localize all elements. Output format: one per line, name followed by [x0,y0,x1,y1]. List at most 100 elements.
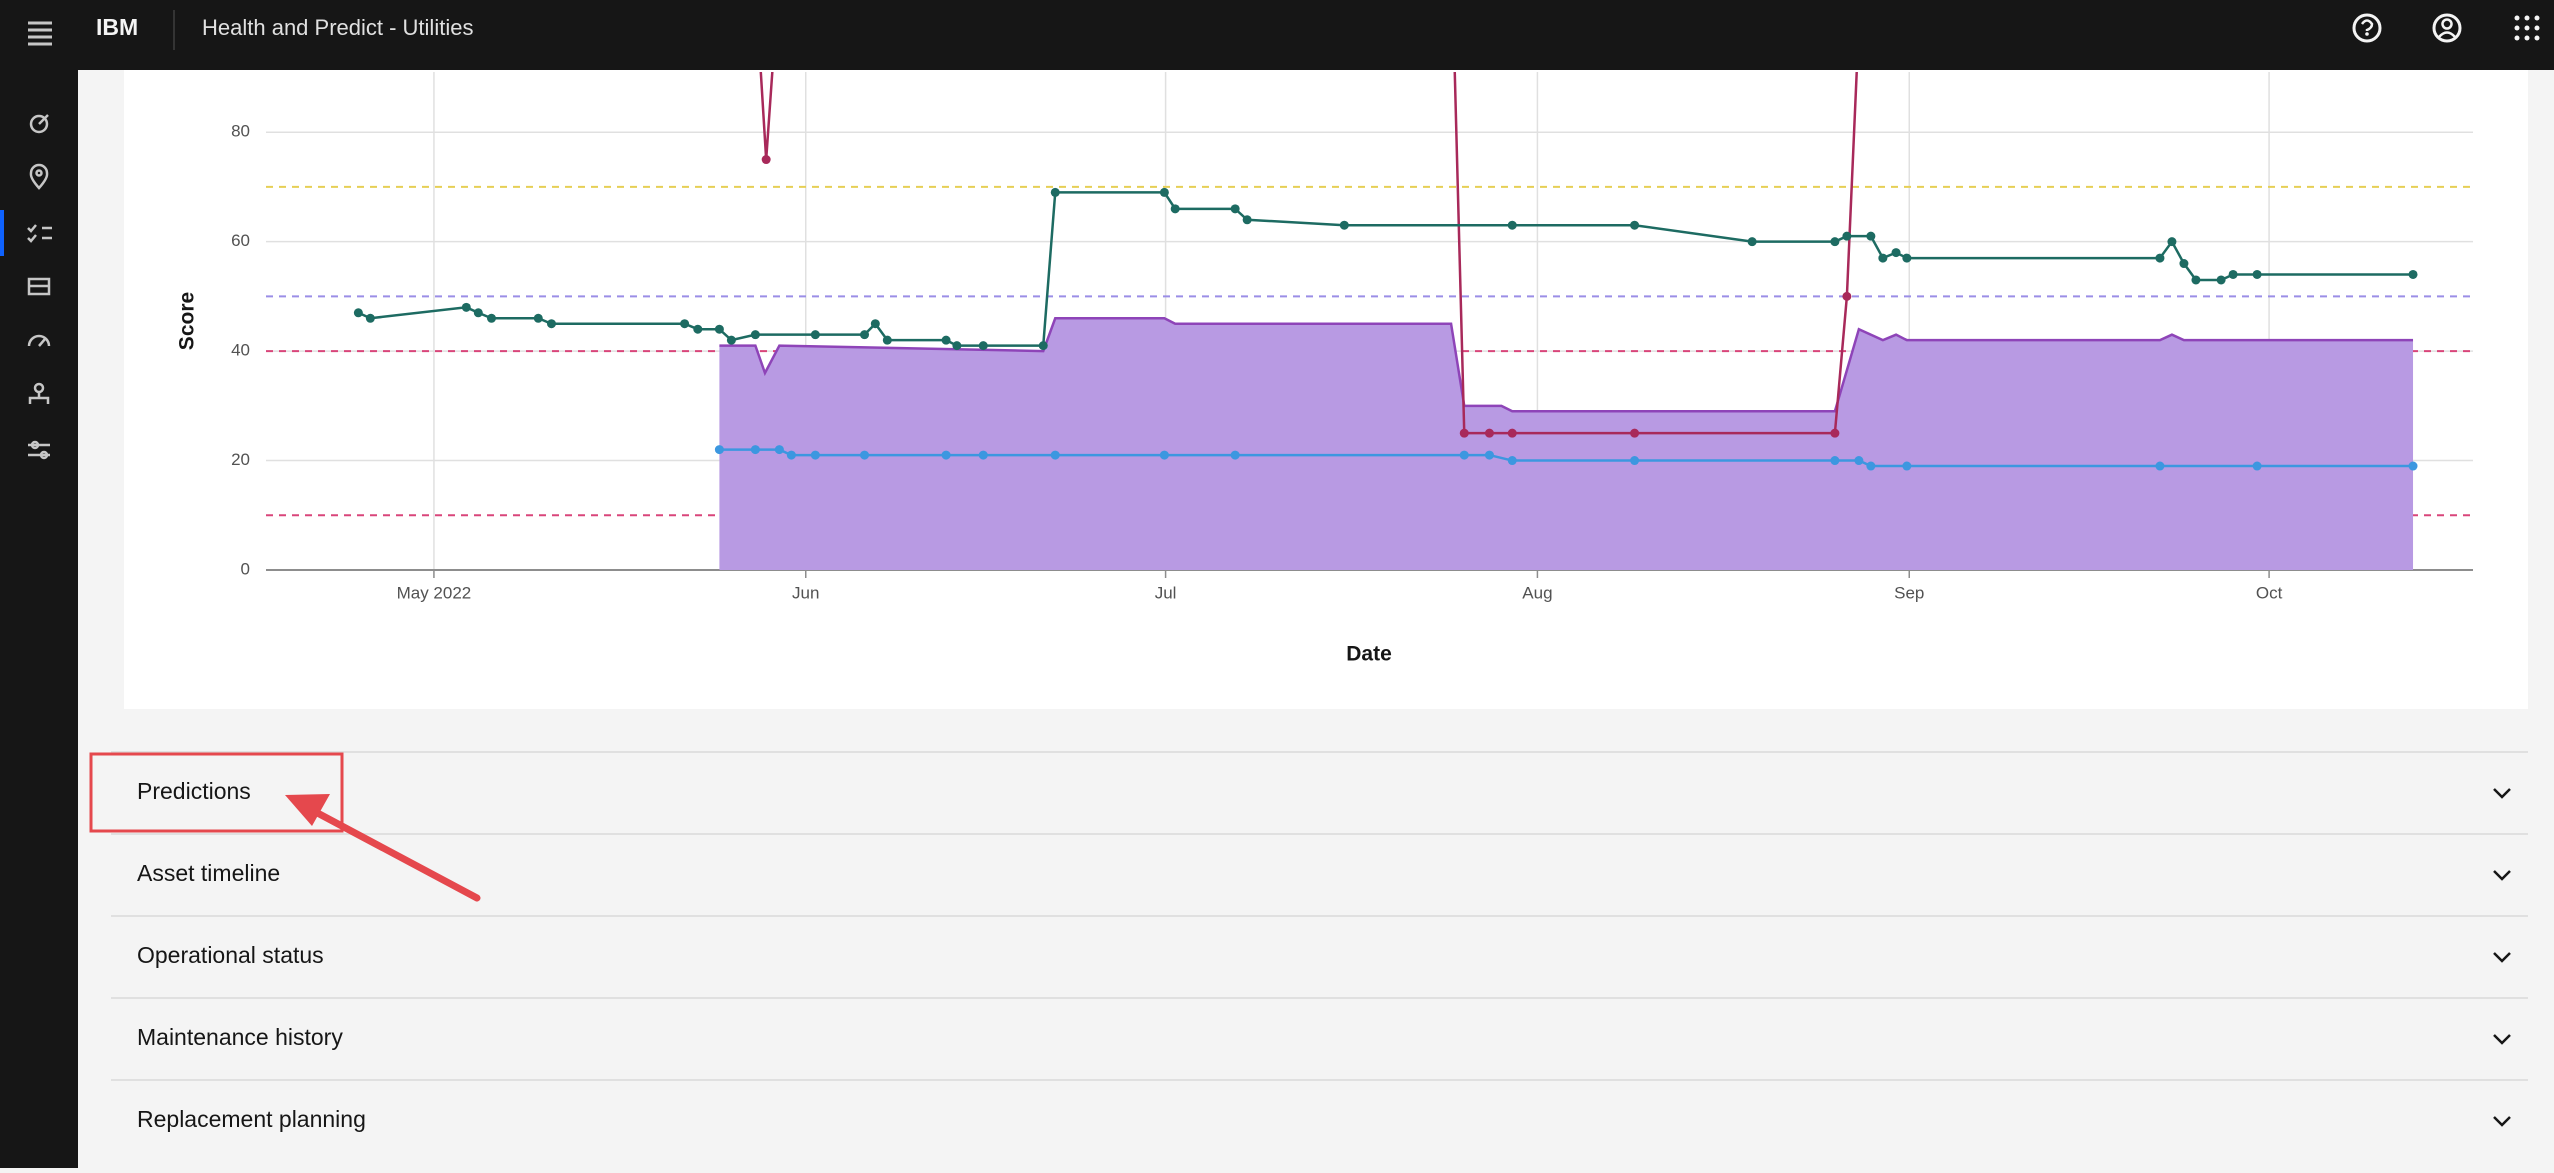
point [353,308,363,318]
accordion-item[interactable]: Asset timeline [111,833,2528,916]
point [2216,275,2226,285]
menu-button[interactable] [28,21,52,46]
point [1050,187,1060,197]
point [726,335,736,345]
point [952,341,962,351]
accordion-item[interactable]: Predictions [111,751,2528,834]
nav-icon[interactable] [29,163,49,190]
nav-icon[interactable] [28,440,50,460]
point [1630,428,1640,438]
accordion-item[interactable]: Replacement planning [111,1079,2528,1162]
nav-icon[interactable] [27,224,52,243]
accordion-row [111,998,2528,1080]
y-tick-label: 20 [231,450,250,469]
point [860,330,870,340]
point [1459,428,1469,438]
point [1891,248,1901,258]
point [1747,237,1757,247]
point [810,450,820,460]
point [680,319,690,329]
accordion-row [111,834,2528,916]
accordion-item[interactable]: Maintenance history [111,997,2528,1080]
accordion-row [111,916,2528,998]
point [473,308,483,318]
accordion-title: Maintenance history [137,1024,343,1050]
point [1459,450,1469,460]
app-switcher[interactable] [2514,15,2540,41]
chevron [2493,870,2511,881]
nav-icon[interactable] [27,334,51,347]
user-icon[interactable] [2432,13,2462,43]
point [786,450,796,460]
line [719,448,2414,468]
accordion-title: Replacement planning [137,1106,366,1132]
point [1159,450,1169,460]
accordion-item[interactable]: Operational status [111,915,2528,998]
point [2191,275,2201,285]
point [1242,215,1252,225]
point [2167,237,2177,247]
nav-icon[interactable] [28,382,50,404]
point [714,445,724,455]
point [941,450,951,460]
point [365,313,375,323]
point [546,319,556,329]
point [2408,461,2418,471]
area [719,318,2414,570]
active-indicator [0,210,4,256]
y-tick-label: 40 [231,341,250,360]
point [2252,461,2262,471]
nav-icon[interactable] [29,114,49,134]
point [750,445,760,455]
point [2179,259,2189,269]
accordion-title: Asset timeline [137,860,280,886]
x-axis-title: Date [1346,643,1392,666]
point [1507,456,1517,466]
brand[interactable]: IBM [96,14,138,40]
accordion-title: Operational status [137,942,324,968]
point [1842,231,1852,241]
point [714,324,724,334]
y-tick-label: 80 [231,122,250,141]
chevron [2493,788,2511,799]
x-tick-label: Jun [792,583,819,602]
point [761,155,771,165]
x-tick-label: May 2022 [397,583,472,602]
point [1230,450,1240,460]
help-icon[interactable] [2352,13,2382,43]
nav-icon[interactable] [27,277,51,296]
point [1854,456,1864,466]
chevron [2493,1116,2511,1127]
point [941,335,951,345]
point [1866,231,1876,241]
point [1830,237,1840,247]
point [978,341,988,351]
point [1630,220,1640,230]
plot: 0 20 40 60 80 May 2022 Jun Jul Aug Sep Oct [231,72,2473,602]
point [1038,341,1048,351]
y-axis-title: Score [176,292,199,350]
point [860,450,870,460]
x-tick-label: Sep [1894,583,1924,602]
app-title: Health and Predict - Utilities [202,15,473,40]
y-tick-label: 60 [231,231,250,250]
accordion-row [111,752,2528,834]
point [1484,450,1494,460]
point [693,324,703,334]
point [1830,456,1840,466]
point [533,313,543,323]
point [2155,253,2165,263]
point [1050,450,1060,460]
point [1170,204,1180,214]
point [1630,456,1640,466]
point [1159,187,1169,197]
point [1866,461,1876,471]
side-nav [0,70,78,1168]
point [461,302,471,312]
point [2228,269,2238,279]
point [1230,204,1240,214]
point [486,313,496,323]
x-tick-label: Oct [2256,583,2283,602]
x-tick-label: Aug [1522,583,1552,602]
x-tick-label: Jul [1155,583,1177,602]
